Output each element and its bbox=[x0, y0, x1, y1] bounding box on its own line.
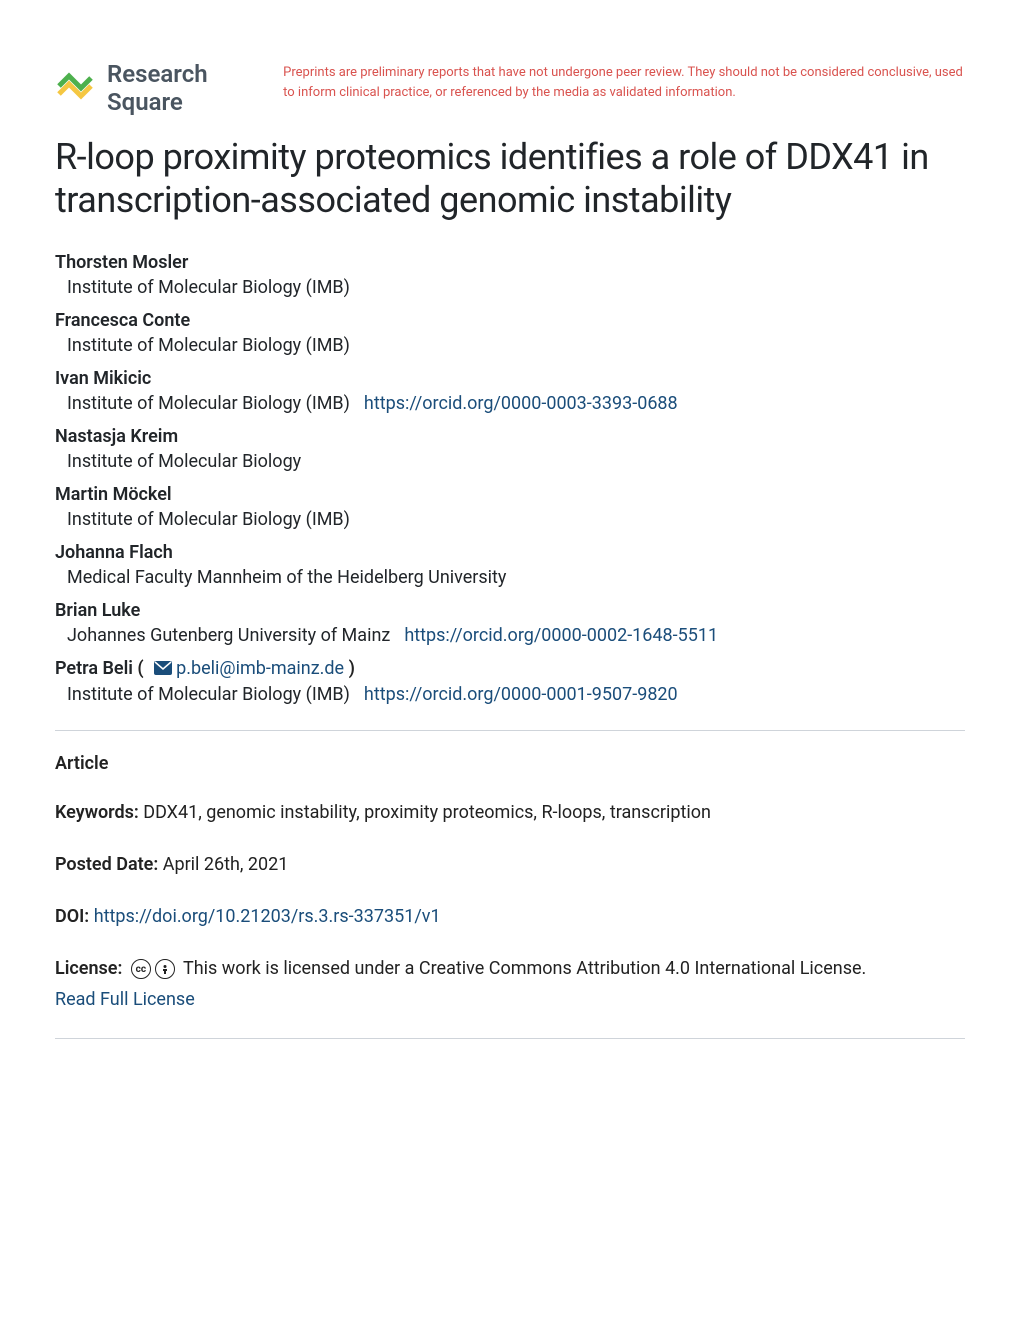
authors-list: Thorsten Mosler Institute of Molecular Bi… bbox=[55, 252, 965, 705]
author-affiliation: Institute of Molecular Biology bbox=[55, 451, 965, 472]
doi-label: DOI: bbox=[55, 906, 89, 927]
author-name: Martin Möckel bbox=[55, 484, 172, 505]
logo-text: Research Square bbox=[107, 60, 283, 116]
license-text: This work is licensed under a Creative C… bbox=[183, 958, 866, 979]
author-block: Brian Luke Johannes Gutenberg University … bbox=[55, 600, 965, 646]
author-name: Thorsten Mosler bbox=[55, 252, 188, 273]
article-type: Article bbox=[55, 753, 965, 774]
author-affiliation: Institute of Molecular Biology (IMB) bbox=[55, 509, 965, 530]
posted-date-value: April 26th, 2021 bbox=[163, 854, 289, 875]
author-name: Johanna Flach bbox=[55, 542, 173, 563]
posted-date-row: Posted Date: April 26th, 2021 bbox=[55, 851, 965, 878]
author-affiliation: Institute of Molecular Biology (IMB)http… bbox=[55, 393, 965, 414]
orcid-link[interactable]: https://orcid.org/0000-0001-9507-9820 bbox=[364, 684, 678, 705]
author-affiliation: Johannes Gutenberg University of Mainzht… bbox=[55, 625, 965, 646]
corresponding-email[interactable]: p.beli@imb-mainz.de bbox=[176, 658, 344, 679]
license-icons: cc bbox=[131, 959, 175, 979]
by-icon bbox=[155, 959, 175, 979]
author-name: Nastasja Kreim bbox=[55, 426, 178, 447]
page-header: Research Square Preprints are preliminar… bbox=[55, 60, 965, 116]
doi-row: DOI: https://doi.org/10.21203/rs.3.rs-33… bbox=[55, 903, 965, 930]
orcid-link[interactable]: https://orcid.org/0000-0003-3393-0688 bbox=[364, 393, 678, 414]
author-block: Thorsten Mosler Institute of Molecular Bi… bbox=[55, 252, 965, 298]
read-license-link[interactable]: Read Full License bbox=[55, 986, 965, 1013]
email-icon bbox=[154, 659, 172, 680]
license-row: License: cc This work is licensed under … bbox=[55, 955, 965, 1013]
author-name: Brian Luke bbox=[55, 600, 140, 621]
author-block: Johanna Flach Medical Faculty Mannheim of… bbox=[55, 542, 965, 588]
author-block: Martin Möckel Institute of Molecular Biol… bbox=[55, 484, 965, 530]
preprint-disclaimer: Preprints are preliminary reports that h… bbox=[283, 60, 965, 102]
author-name: Petra Beli bbox=[55, 658, 133, 679]
author-name: Francesca Conte bbox=[55, 310, 190, 331]
cc-icon: cc bbox=[131, 959, 151, 979]
author-affiliation: Institute of Molecular Biology (IMB) bbox=[55, 277, 965, 298]
author-affiliation: Institute of Molecular Biology (IMB) bbox=[55, 335, 965, 356]
author-affiliation: Institute of Molecular Biology (IMB)http… bbox=[55, 684, 965, 705]
posted-date-label: Posted Date: bbox=[55, 854, 158, 875]
author-affiliation: Medical Faculty Mannheim of the Heidelbe… bbox=[55, 567, 965, 588]
logo: Research Square bbox=[55, 60, 283, 116]
author-name: Ivan Mikicic bbox=[55, 368, 151, 389]
author-block: Ivan Mikicic Institute of Molecular Biolo… bbox=[55, 368, 965, 414]
logo-icon bbox=[55, 66, 95, 110]
doi-link[interactable]: https://doi.org/10.21203/rs.3.rs-337351/… bbox=[94, 906, 441, 927]
author-block: Nastasja Kreim Institute of Molecular Bio… bbox=[55, 426, 965, 472]
divider bbox=[55, 730, 965, 731]
author-block: Francesca Conte Institute of Molecular Bi… bbox=[55, 310, 965, 356]
orcid-link[interactable]: https://orcid.org/0000-0002-1648-5511 bbox=[404, 625, 718, 646]
corresponding-wrap: ( p.beli@imb-mainz.de ) bbox=[133, 658, 355, 679]
keywords-row: Keywords: DDX41, genomic instability, pr… bbox=[55, 799, 965, 826]
author-block: Petra Beli ( p.beli@imb-mainz.de ) Instit… bbox=[55, 658, 965, 705]
article-title: R-loop proximity proteomics identifies a… bbox=[55, 136, 965, 222]
keywords-label: Keywords: bbox=[55, 802, 139, 823]
license-label: License: bbox=[55, 958, 122, 979]
divider bbox=[55, 1038, 965, 1039]
keywords-value: DDX41, genomic instability, proximity pr… bbox=[143, 802, 711, 823]
